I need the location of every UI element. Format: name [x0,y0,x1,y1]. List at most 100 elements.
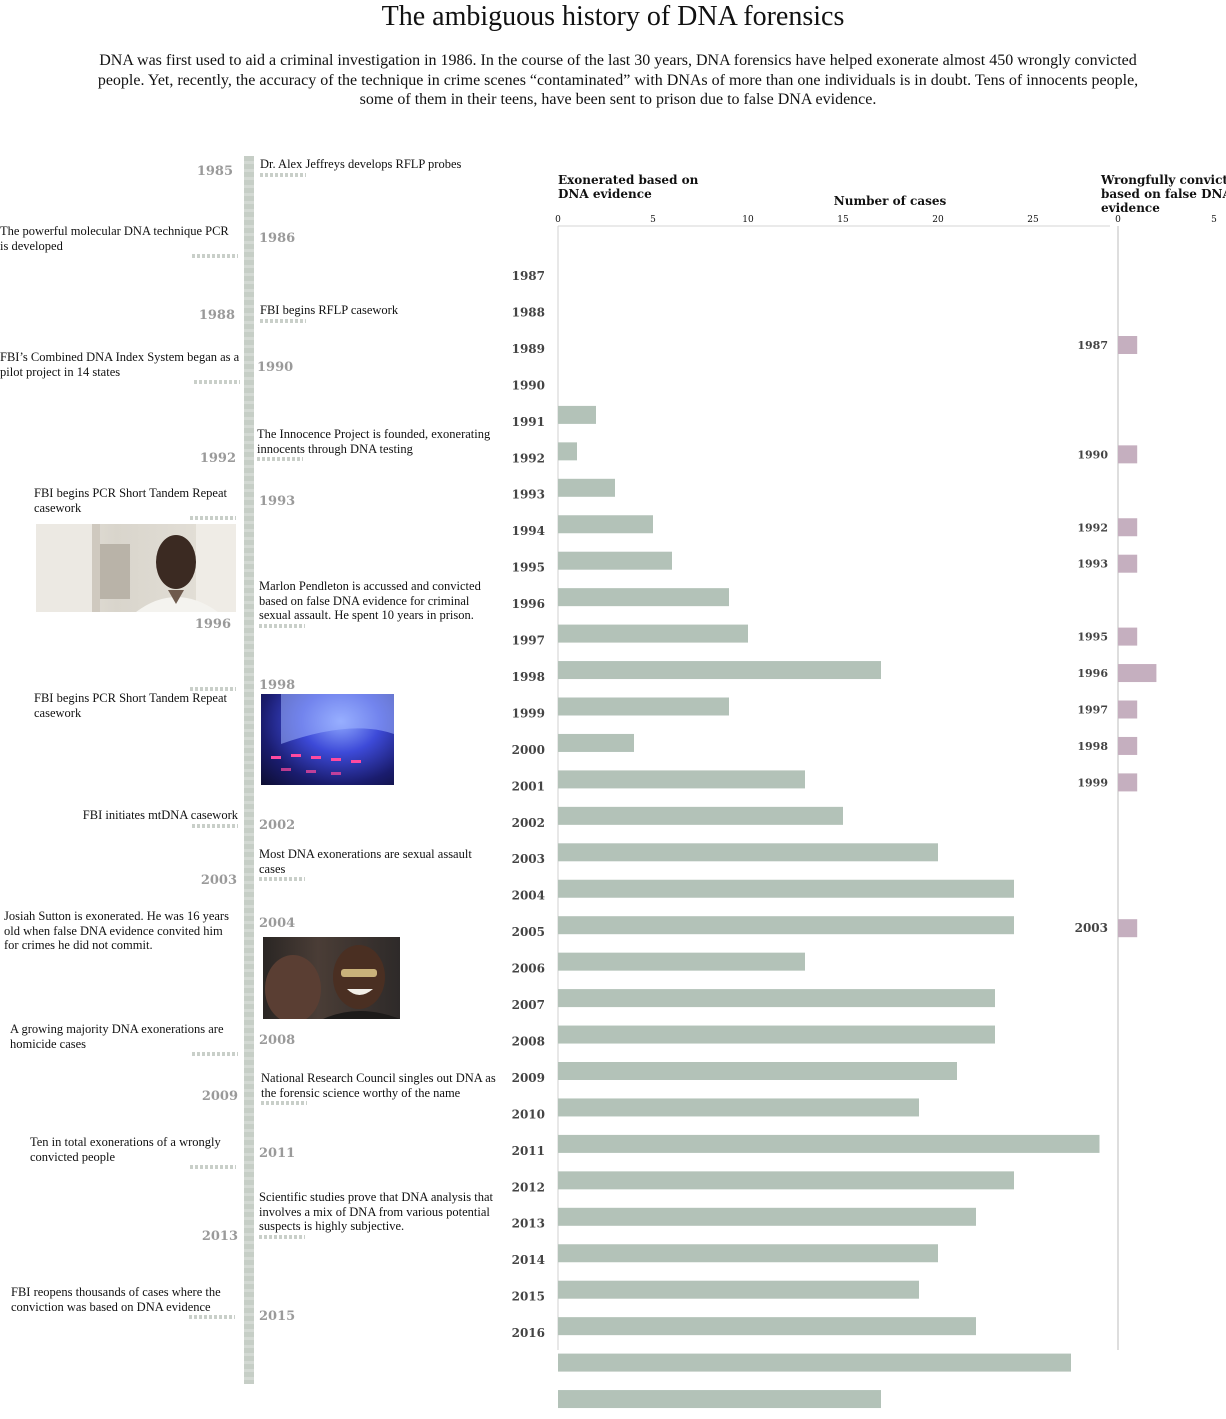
bar [558,916,1014,935]
timeline-year: 2015 [259,1309,296,1324]
timeline-connector [192,823,238,828]
y-tick-label: 1987 [512,269,545,283]
y-tick-label: 1993 [1077,558,1108,571]
bar [558,989,995,1008]
timeline-event: Josiah Sutton is exonerated. He was 16 y… [4,909,240,953]
bar [558,405,596,424]
bar [558,1134,1100,1153]
y-tick-label: 1992 [1077,521,1108,534]
y-tick-label: 2010 [512,1107,545,1121]
bar [558,952,805,971]
x-axis-label: Number of cases [834,194,947,208]
timeline-connector [189,1315,235,1319]
bar [1118,518,1138,537]
timeline-event: Marlon Pendleton is accussed and convict… [259,579,504,628]
timeline-event-text: FBI reopens thousands of cases where the… [11,1285,221,1314]
y-tick-label: 1995 [1077,631,1108,644]
timeline-event-text: Ten in total exonerations of a wrongly c… [30,1135,221,1164]
timeline-spine [244,156,254,1384]
bar [558,1171,1014,1190]
timeline-event: National Research Council singles out DN… [261,1071,501,1105]
y-tick-label: 2002 [512,816,545,830]
timeline-year: 1992 [199,451,236,466]
x-tick-label: 0 [1115,215,1121,225]
y-tick-label: 1987 [1077,339,1108,352]
bar [558,515,653,534]
bar [558,697,729,716]
y-tick-label: 2012 [512,1180,545,1194]
timeline-event: The Innocence Project is founded, exoner… [257,427,509,461]
bar [558,843,938,862]
bar [558,1280,919,1299]
timeline-event-text: FBI begins PCR Short Tandem Repeat casew… [34,691,227,720]
bar [558,661,881,680]
timeline-event: FBI initiates mtDNA casework [40,808,238,828]
bar [558,1244,938,1263]
timeline-event: Most DNA exonerations are sexual assault… [259,847,479,881]
bar [558,1098,919,1117]
y-tick-label: 1996 [512,597,545,611]
y-tick-label: 1997 [512,634,545,648]
timeline-event-text: Scientific studies prove that DNA analys… [259,1190,493,1233]
timeline-connector [259,877,305,881]
timeline-year: 2004 [259,916,296,931]
bar [1118,736,1138,755]
bar [558,1353,1071,1372]
y-tick-label: 2004 [512,889,545,903]
y-tick-label: 1989 [512,342,545,356]
bar [1118,336,1138,354]
timeline-connector [190,516,236,520]
timeline-year: 2009 [201,1089,238,1104]
timeline-connector [259,623,305,628]
timeline-year: 1993 [259,494,296,509]
photo-josiah-sutton [263,937,400,1019]
bar [558,1207,976,1226]
timeline-event-text: The powerful molecular DNA technique PCR… [0,224,229,253]
bar [1118,554,1138,573]
timeline-connector [190,687,236,691]
bar [558,624,748,643]
timeline-event: FBI begins PCR Short Tandem Repeat casew… [34,686,236,720]
chart-title: based on false DNA [1101,187,1226,201]
x-tick-label: 5 [1211,215,1217,225]
y-tick-label: 2000 [512,743,545,757]
timeline-event: The powerful molecular DNA technique PCR… [0,224,238,258]
bar [558,1390,881,1409]
timeline-connector [194,380,240,384]
timeline-event-text: The Innocence Project is founded, exoner… [257,427,491,456]
bar [558,588,729,607]
y-tick-label: 1994 [512,524,545,538]
bar [558,806,843,825]
y-tick-label: 1988 [512,305,545,319]
timeline-year: 2013 [201,1229,238,1244]
bar [1118,773,1138,792]
timeline-year: 2008 [259,1033,296,1048]
timeline-connector [259,1234,305,1239]
x-tick-label: 25 [1027,215,1039,225]
timeline-event-text: Most DNA exonerations are sexual assault… [259,847,472,876]
x-tick-label: 15 [837,215,849,225]
photo-dna-lab [261,694,394,785]
y-tick-label: 1999 [1077,776,1108,789]
y-tick-label: 2013 [512,1217,545,1231]
y-tick-label: 1996 [1077,667,1108,680]
chart-title: Wrongfully convicted [1100,173,1226,187]
bar [1118,919,1138,938]
bar [558,733,634,752]
timeline-event: A growing majority DNA exonerations are … [10,1022,238,1056]
timeline-event-text: National Research Council singles out DN… [261,1071,496,1100]
bar [1118,664,1157,683]
timeline-connector [257,457,303,461]
bar [558,1025,995,1044]
bar [558,442,577,461]
chart-title: DNA evidence [558,187,652,201]
y-tick-label: 2015 [512,1290,545,1304]
x-tick-label: 10 [742,215,754,225]
y-tick-label: 1990 [1077,448,1108,461]
chart-title: Exonerated based on [558,173,699,187]
bar [558,551,672,570]
timeline-year: 1996 [194,617,231,632]
timeline-event-text: FBI begins PCR Short Tandem Repeat casew… [34,486,227,515]
timeline-year: 2002 [259,818,296,833]
